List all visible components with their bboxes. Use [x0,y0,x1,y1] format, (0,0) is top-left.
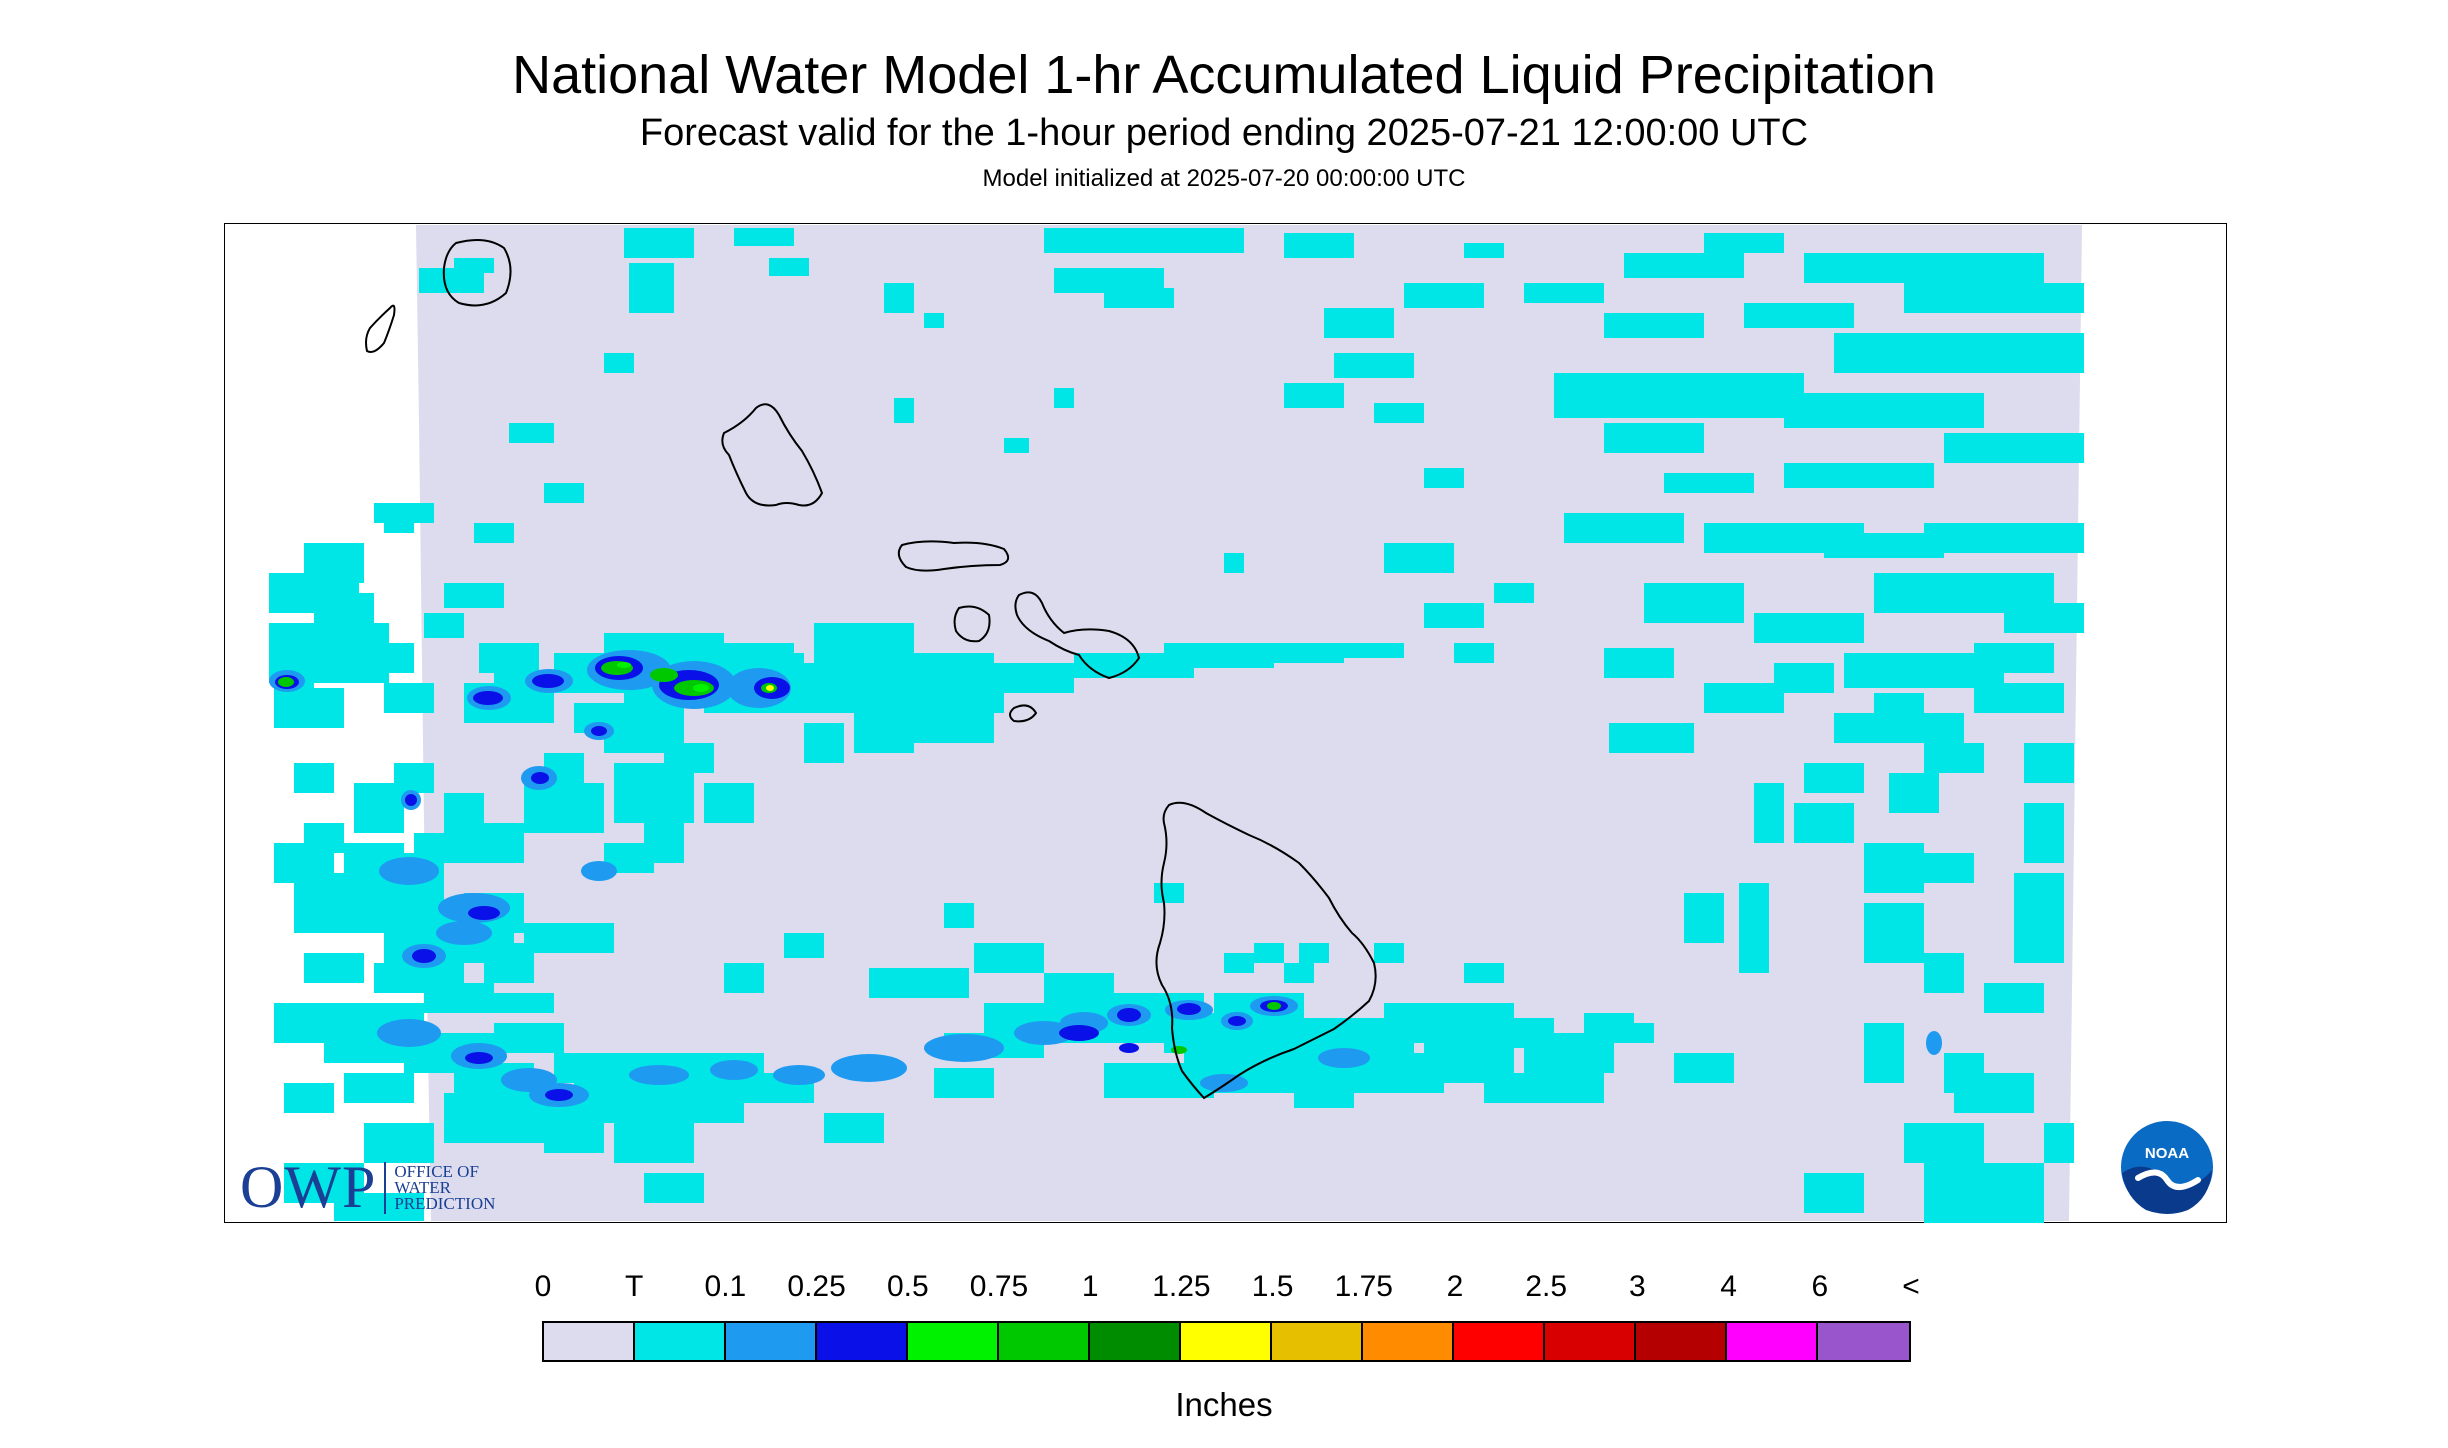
legend-swatch [999,1323,1090,1360]
legend-swatch [817,1323,908,1360]
precipitation-map [224,223,2227,1223]
owp-logo: OWP OFFICE OF WATER PREDICTION [240,1153,495,1222]
legend-label: 6 [1811,1270,1829,1303]
legend-swatch [1636,1323,1727,1360]
legend-label: 1.5 [1251,1270,1294,1303]
coastlines [365,238,1377,1100]
owp-logo-subtext: OFFICE OF WATER PREDICTION [394,1161,496,1213]
legend-swatch [1272,1323,1363,1360]
legend-label: 0.5 [886,1270,929,1303]
legend-swatch [1818,1323,1909,1360]
legend-swatch [1090,1323,1181,1360]
legend-swatch [908,1323,999,1360]
legend-label: 0 [534,1270,552,1303]
map-title: National Water Model 1-hr Accumulated Li… [512,45,1936,105]
legend-labels: 0 T 0.1 0.25 0.5 0.75 1 1.25 1.5 1.75 2 2.5 3 4 6 < [0,1270,2448,1310]
legend-label: 0.25 [787,1270,846,1303]
legend-swatch [544,1323,635,1360]
legend-swatch [1727,1323,1818,1360]
legend-label: T [625,1270,644,1303]
legend-units: Inches [1175,1386,1273,1423]
owp-line-3: PREDICTION [394,1193,496,1213]
model-init-text: Model initialized at 2025-07-20 00:00:00… [982,165,1466,192]
legend-swatch [1545,1323,1636,1360]
legend-label: 0.1 [704,1270,747,1303]
noaa-logo: NOAA [2118,1118,2216,1216]
owp-line-2: WATER [394,1177,452,1197]
legend-label: 1.75 [1334,1270,1393,1303]
legend-label: 2 [1446,1270,1464,1303]
legend-label: < [1902,1270,1920,1303]
legend-swatch [635,1323,726,1360]
legend-label: 3 [1629,1270,1646,1303]
legend-swatch [1181,1323,1272,1360]
noaa-logo-text: NOAA [2145,1145,2189,1162]
legend-label: 1 [1081,1270,1099,1303]
owp-logo-divider [384,1161,387,1214]
legend-label: 0.75 [969,1270,1029,1303]
legend-label: 1.25 [1152,1270,1211,1303]
legend-colorbar [542,1321,1911,1362]
precipitation-cells [269,228,2084,1223]
map-subtitle: Forecast valid for the 1-hour period end… [639,112,1809,154]
legend-swatch [1454,1323,1545,1360]
legend-label: 2.5 [1525,1270,1568,1303]
owp-line-1: OFFICE OF [394,1161,479,1181]
legend-swatch [1363,1323,1454,1360]
legend-label: 4 [1720,1270,1737,1303]
legend-swatch [726,1323,817,1360]
owp-logo-text: OWP [240,1154,377,1220]
